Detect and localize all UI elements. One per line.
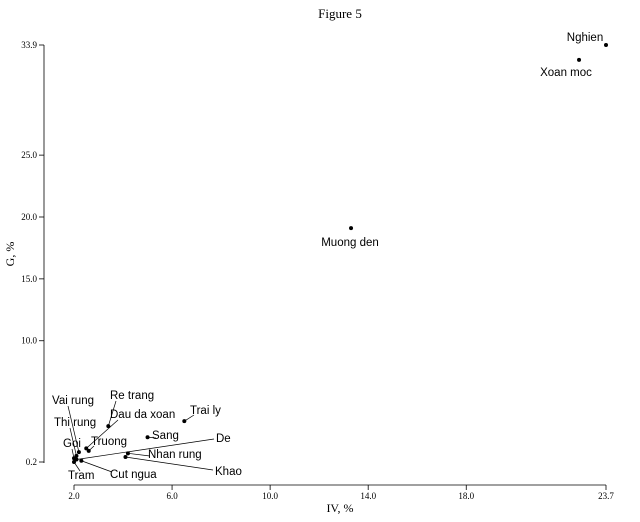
leader-line	[107, 400, 117, 427]
data-point	[86, 448, 91, 453]
data-point	[577, 57, 582, 62]
y-tick-label: 25.0	[21, 150, 37, 160]
data-point	[125, 451, 130, 456]
data-point	[349, 226, 354, 231]
data-point	[182, 419, 187, 424]
point-label: Trai ly	[190, 405, 221, 417]
y-tick-label: 33.9	[21, 40, 37, 50]
y-tick-label: 0.2	[26, 457, 37, 467]
x-tick-label: 6.0	[166, 491, 178, 501]
data-point	[84, 446, 89, 451]
data-point	[145, 435, 150, 440]
point-label: Tram	[68, 470, 94, 482]
point-label: De	[216, 433, 231, 445]
point-label: Xoan moc	[540, 67, 592, 79]
point-label: Sang	[152, 430, 179, 442]
data-point	[106, 424, 111, 429]
leader-line	[86, 419, 119, 449]
leader-line	[127, 452, 151, 457]
point-label: Nhan rung	[148, 449, 202, 461]
point-label: Goi	[63, 438, 81, 450]
leader-line	[67, 405, 80, 453]
chart-title: Figure 5	[318, 6, 362, 21]
point-label: Khao	[215, 466, 242, 478]
leader-line	[81, 460, 113, 473]
data-point	[76, 450, 81, 455]
data-point	[604, 43, 608, 47]
data-point	[74, 453, 79, 458]
data-point	[74, 457, 79, 462]
point-label: Re trang	[110, 390, 154, 402]
y-tick-label: 15.0	[21, 274, 37, 284]
point-label: Thi rung	[54, 417, 96, 429]
data-point	[79, 458, 84, 463]
x-tick-label: 14.0	[360, 491, 376, 501]
leader-line	[76, 438, 215, 460]
x-tick-label: 23.7	[598, 491, 614, 501]
leader-line	[125, 456, 214, 471]
data-point	[72, 460, 76, 464]
x-tick-label: 2.0	[68, 491, 80, 501]
data-point	[123, 455, 128, 460]
leader-line	[69, 427, 77, 456]
point-label: Muong den	[321, 237, 379, 249]
y-tick-label: 10.0	[21, 336, 37, 346]
x-tick-label: 10.0	[262, 491, 278, 501]
y-tick-label: 20.0	[21, 212, 37, 222]
point-label: Nghien	[567, 32, 603, 44]
point-label: Truong	[91, 436, 127, 448]
point-label: Cut ngua	[110, 469, 157, 481]
x-tick-label: 18.0	[458, 491, 474, 501]
y-axis-label: G, %	[3, 242, 17, 267]
x-axis-label: IV, %	[326, 501, 353, 515]
point-label: Vai rung	[52, 395, 94, 407]
point-label: Dau da xoan	[110, 409, 175, 421]
